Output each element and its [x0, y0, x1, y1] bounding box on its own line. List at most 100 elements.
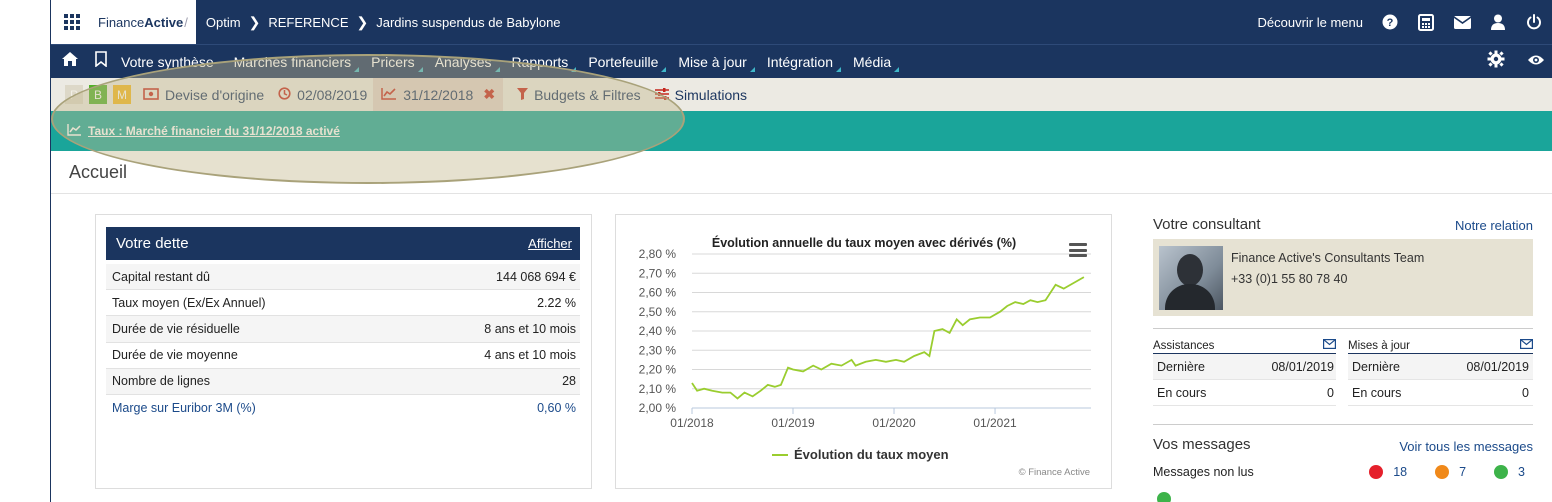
consultant-phone: +33 (0)1 55 80 78 40: [1231, 272, 1348, 286]
top-bar: Finance Active / Optim ❯ REFERENCE ❯ Jardi…: [51, 0, 1552, 44]
menu-right-actions: [1487, 50, 1552, 73]
discover-menu-link[interactable]: Découvrir le menu: [1257, 14, 1364, 30]
pill-b[interactable]: B: [89, 85, 107, 104]
count-value: 7: [1459, 465, 1467, 479]
green-dot-icon: [1494, 465, 1509, 479]
menu-integration[interactable]: Intégration: [767, 54, 841, 72]
settings-gear-icon[interactable]: [1487, 50, 1505, 73]
pill-m[interactable]: M: [113, 85, 131, 104]
calculator-icon[interactable]: [1417, 13, 1435, 31]
page-title: Accueil: [69, 162, 128, 182]
svg-text:?: ?: [1387, 17, 1394, 29]
table-row: Dernière 08/01/2019: [1348, 354, 1533, 380]
menu-mise-a-jour-label: Mise à jour: [678, 53, 747, 70]
chart-menu-icon[interactable]: [1069, 243, 1087, 257]
row-value: 28: [562, 374, 576, 389]
all-messages-link[interactable]: Voir tous les messages: [1399, 439, 1533, 454]
unread-count-red[interactable]: 18: [1369, 465, 1407, 479]
rate-chart: Évolution annuelle du taux moyen avec dé…: [639, 235, 1091, 478]
envelope-icon[interactable]: [1520, 339, 1534, 352]
row-value: 4 ans et 10 mois: [484, 348, 576, 363]
row-label: En cours: [1352, 385, 1402, 400]
menu-synthese[interactable]: Votre synthèse: [121, 53, 214, 70]
chart-credit: © Finance Active: [1019, 467, 1090, 478]
dette-afficher-link[interactable]: Afficher: [528, 236, 572, 251]
row-label: Taux moyen (Ex/Ex Annuel): [112, 295, 266, 310]
budgets-filter[interactable]: Budgets & Filtres: [517, 87, 641, 103]
divider: [1153, 328, 1533, 329]
eye-icon[interactable]: [1527, 53, 1545, 71]
date-filter-2[interactable]: 31/12/2018 ✖: [373, 78, 504, 111]
logo-slash-icon: /: [184, 14, 188, 30]
date-filter-1[interactable]: 02/08/2019: [278, 87, 367, 103]
menu-pricers[interactable]: Pricers: [371, 53, 423, 72]
x-tick-label: 01/2018: [670, 416, 714, 430]
consultant-name: Finance Active's Consultants Team: [1231, 251, 1425, 265]
simulations-filter[interactable]: Simulations: [654, 87, 747, 103]
divider: [51, 193, 1552, 194]
grid-icon: [64, 14, 80, 30]
menu-media[interactable]: Média: [853, 54, 900, 72]
submenu-indicator-icon: [749, 66, 755, 72]
table-row: Dernière 08/01/2019: [1153, 354, 1336, 380]
row-value: 0: [1522, 385, 1529, 400]
divider: [1153, 424, 1533, 425]
table-row: Durée de vie résiduelle 8 ans et 10 mois: [106, 316, 580, 343]
mail-icon[interactable]: [1453, 13, 1471, 31]
finance-active-logo[interactable]: Finance Active /: [92, 0, 196, 44]
pill-p[interactable]: P: [65, 85, 83, 104]
help-icon[interactable]: ?: [1381, 13, 1399, 31]
date-2-label: 31/12/2018: [403, 86, 474, 103]
home-icon[interactable]: [61, 51, 83, 72]
breadcrumb-reference[interactable]: REFERENCE: [268, 14, 349, 30]
row-label: Durée de vie moyenne: [112, 348, 238, 363]
row-label: Marge sur Euribor 3M (%): [112, 401, 256, 416]
breadcrumb: Optim ❯ REFERENCE ❯ Jardins suspendus de…: [206, 14, 561, 31]
active-rate-link[interactable]: Taux : Marché financier du 31/12/2018 ac…: [88, 124, 340, 138]
power-icon[interactable]: [1525, 13, 1543, 31]
mises-a-jour-title: Mises à jour: [1348, 339, 1410, 352]
apps-grid-button[interactable]: [51, 0, 93, 44]
chart-title: Évolution annuelle du taux moyen avec dé…: [712, 235, 1016, 250]
table-row: Durée de vie moyenne 4 ans et 10 mois: [106, 343, 580, 369]
row-label: En cours: [1157, 385, 1207, 400]
submenu-indicator-icon: [494, 66, 500, 72]
legend-label: Évolution du taux moyen: [794, 447, 949, 462]
x-tick-label: 01/2020: [872, 416, 916, 430]
bookmark-icon[interactable]: [95, 51, 107, 72]
row-value: 2.22 %: [537, 295, 576, 310]
unread-count-orange[interactable]: 7: [1435, 465, 1466, 479]
top-right-actions: Découvrir le menu ?: [1258, 13, 1552, 31]
y-tick-label: 2,20 %: [639, 363, 677, 377]
table-row: Capital restant dû 144 068 694 €: [106, 264, 580, 291]
user-icon[interactable]: [1489, 13, 1507, 31]
breadcrumb-entity[interactable]: Jardins suspendus de Babylone: [376, 14, 561, 30]
assistances-table: Assistances Dernière 08/01/2019 En cours 0: [1153, 338, 1337, 406]
menu-portefeuille[interactable]: Portefeuille: [588, 54, 667, 72]
dette-table: Capital restant dû 144 068 694 € Taux moy…: [106, 264, 580, 422]
y-tick-label: 2,80 %: [639, 247, 677, 261]
money-icon: [143, 87, 159, 103]
mises-a-jour-header: Mises à jour: [1348, 338, 1534, 354]
remove-filter-icon[interactable]: ✖: [483, 86, 496, 102]
count-value: 3: [1518, 465, 1525, 479]
dette-header: Votre dette Afficher: [106, 227, 580, 260]
table-row: En cours 0: [1153, 380, 1336, 406]
devise-filter[interactable]: Devise d'origine: [143, 87, 264, 103]
notre-relation-link[interactable]: Notre relation: [1454, 218, 1533, 233]
menu-pricers-label: Pricers: [371, 53, 415, 70]
app-frame: Finance Active / Optim ❯ REFERENCE ❯ Jardi…: [50, 0, 1552, 502]
menu-marches-financiers[interactable]: Marchés financiers: [234, 54, 360, 72]
table-row-link[interactable]: Marge sur Euribor 3M (%) 0,60 %: [106, 394, 580, 422]
green-dot-icon: [1157, 492, 1171, 502]
dette-card: Votre dette Afficher Capital restant dû 1…: [95, 214, 592, 489]
rate-series-line: [691, 276, 1085, 400]
menu-analyses[interactable]: Analyses: [435, 54, 500, 72]
envelope-icon[interactable]: [1323, 339, 1337, 352]
menu-mise-a-jour[interactable]: Mise à jour: [678, 53, 755, 72]
main-menu: Votre synthèse Marchés financiers Pricer…: [51, 44, 1552, 78]
chevron-right-icon: ❯: [248, 13, 261, 30]
breadcrumb-optim[interactable]: Optim: [205, 14, 241, 30]
unread-count-green[interactable]: 3: [1494, 465, 1525, 479]
menu-rapports[interactable]: Rapports: [512, 54, 577, 72]
